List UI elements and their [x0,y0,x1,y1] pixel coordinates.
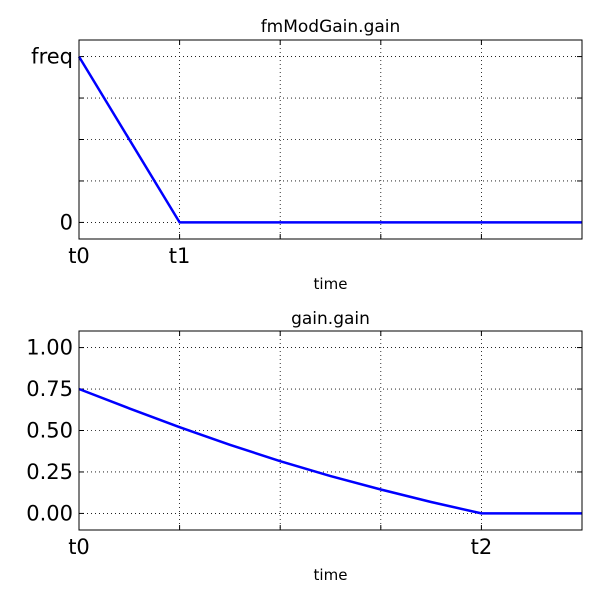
x-tick-label: t1 [169,244,191,268]
plot-area [79,40,582,239]
series-line [78,387,582,515]
y-tick-label: 0 [60,210,73,234]
subplot-fm-mod-gain: t0 t1 0 freq fmModGain.gain time [31,17,583,293]
x-tick-label: t2 [471,535,493,559]
x-tick-label: t0 [68,244,90,268]
x-axis-label: time [314,275,348,293]
y-tick-label: freq [31,45,73,69]
chart-title: fmModGain.gain [261,17,401,37]
x-axis-label: time [314,566,348,584]
axes-frame [78,330,583,531]
y-tick-label: 1.00 [26,336,73,360]
chart-title: gain.gain [291,309,370,329]
axes-frame [78,39,583,240]
y-tick-label: 0.00 [26,501,73,525]
series-line [77,55,582,224]
y-tick-label: 0.50 [26,419,73,443]
x-tick-label: t0 [68,535,90,559]
y-tick-label: 0.75 [26,377,73,401]
plot-area [79,331,582,530]
y-tick-label: 0.25 [26,460,73,484]
subplot-gain: t0 t2 0.00 0.25 0.50 0.75 1.00 gain.gain time [26,309,583,584]
